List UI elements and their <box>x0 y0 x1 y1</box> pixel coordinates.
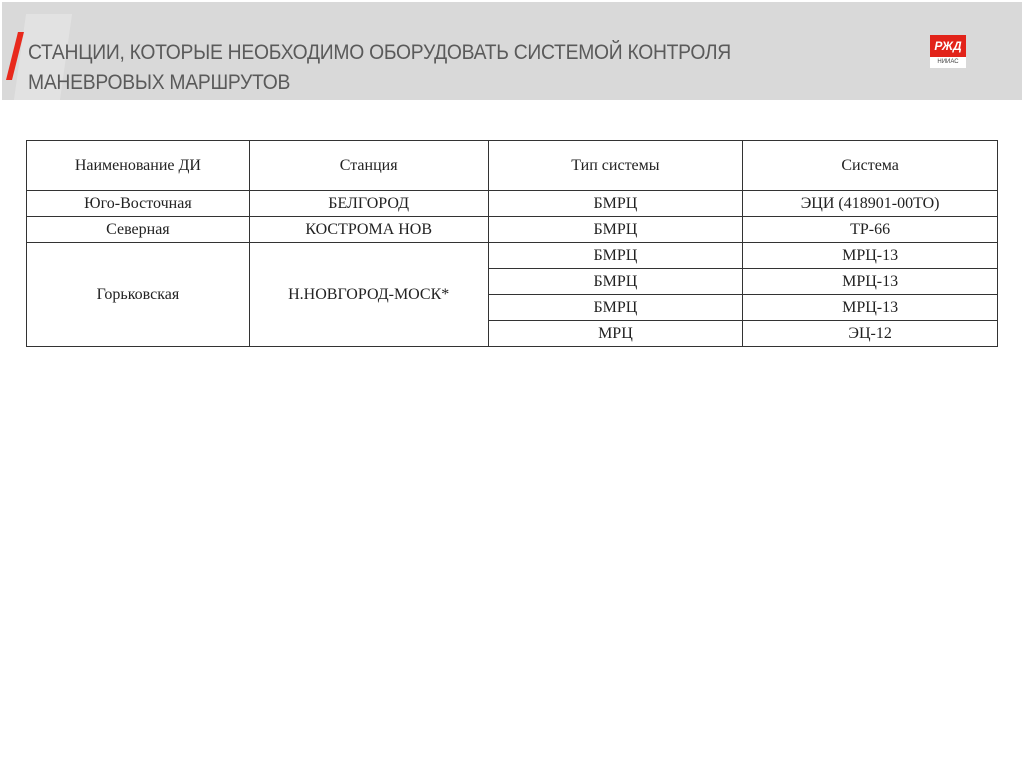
cell-type: БМРЦ <box>487 242 744 269</box>
cell-system: МРЦ-13 <box>742 242 998 269</box>
cell-type: БМРЦ <box>487 216 744 243</box>
header-cell: Система <box>742 140 998 191</box>
cell-system: ЭЦ-12 <box>742 320 998 347</box>
cell-di: Юго-Восточная <box>26 190 250 217</box>
cell-system: ТР-66 <box>742 216 998 243</box>
table-header-row: Наименование ДИ Станция Тип системы Сист… <box>26 140 998 191</box>
logo-mark: РЖД <box>930 35 966 57</box>
cell-di: Горьковская <box>26 242 250 347</box>
header-cell: Тип системы <box>487 140 744 191</box>
cell-type: БМРЦ <box>487 294 744 321</box>
cell-type: МРЦ <box>487 320 744 347</box>
table-row: Юго-Восточная БЕЛГОРОД БМРЦ ЭЦИ (418901-… <box>26 190 998 217</box>
table-row: Северная КОСТРОМА НОВ БМРЦ ТР-66 <box>26 216 998 243</box>
cell-type: БМРЦ <box>487 268 744 295</box>
header-band <box>2 2 1022 100</box>
table-row: Горьковская Н.НОВГОРОД-МОСК* БМРЦ МРЦ-13 <box>26 242 998 347</box>
stations-table: Наименование ДИ Станция Тип системы Сист… <box>26 140 998 347</box>
table-row: МРЦ ЭЦ-12 <box>27 320 998 347</box>
slide-title: СТАНЦИИ, КОТОРЫЕ НЕОБХОДИМО ОБОРУДОВАТЬ … <box>28 38 731 98</box>
cell-station: Н.НОВГОРОД-МОСК* <box>248 242 489 347</box>
cell-system: МРЦ-13 <box>742 268 998 295</box>
cell-type: БМРЦ <box>487 190 744 217</box>
logo-subtext: НИИАС <box>937 59 959 65</box>
rzd-niias-logo: РЖД НИИАС <box>930 35 966 68</box>
cell-di: Северная <box>26 216 250 243</box>
cell-system: ЭЦИ (418901-00ТО) <box>742 190 998 217</box>
table-row: БМРЦ МРЦ-13 <box>27 268 998 295</box>
cell-station: БЕЛГОРОД <box>248 190 489 217</box>
header-cell: Наименование ДИ <box>26 140 250 191</box>
title-line-1: СТАНЦИИ, КОТОРЫЕ НЕОБХОДИМО ОБОРУДОВАТЬ … <box>28 41 731 64</box>
title-line-2: МАНЕВРОВЫХ МАРШРУТОВ <box>28 71 291 94</box>
cell-system: МРЦ-13 <box>742 294 998 321</box>
header-cell: Станция <box>248 140 489 191</box>
cell-station: КОСТРОМА НОВ <box>248 216 489 243</box>
